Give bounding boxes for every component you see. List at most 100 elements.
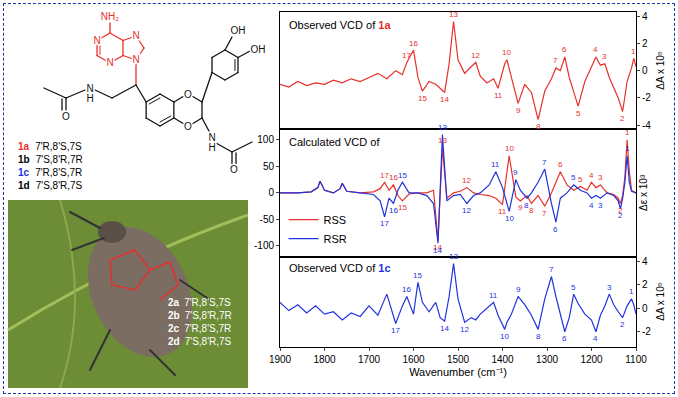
- svg-text:6: 6: [562, 45, 567, 54]
- svg-text:1900: 1900: [269, 354, 292, 365]
- svg-text:N: N: [208, 132, 215, 143]
- svg-text:100: 100: [257, 134, 274, 145]
- svg-text:2b7'S,8'R,7R: 2b7'S,8'R,7R: [168, 310, 232, 321]
- svg-text:17: 17: [380, 171, 389, 180]
- svg-text:Observed VCD of 1a: Observed VCD of 1a: [289, 19, 391, 31]
- svg-text:4: 4: [593, 334, 598, 343]
- svg-text:O: O: [230, 164, 238, 175]
- svg-text:9: 9: [518, 203, 523, 212]
- svg-text:O: O: [184, 121, 192, 132]
- svg-text:17: 17: [402, 51, 411, 60]
- svg-text:0: 0: [642, 65, 648, 76]
- svg-text:10: 10: [502, 48, 511, 57]
- svg-text:2: 2: [642, 38, 648, 49]
- svg-text:14: 14: [440, 95, 449, 104]
- svg-text:4: 4: [589, 201, 594, 210]
- svg-text:1200: 1200: [580, 354, 603, 365]
- svg-text:5: 5: [578, 175, 583, 184]
- svg-text:9: 9: [516, 285, 521, 294]
- svg-text:13: 13: [438, 136, 447, 145]
- svg-text:3: 3: [598, 173, 603, 182]
- svg-text:1d7'S,8'R,7S: 1d7'S,8'R,7S: [18, 180, 83, 191]
- svg-text:OH: OH: [251, 44, 266, 55]
- svg-text:1: 1: [631, 47, 636, 56]
- svg-text:H: H: [86, 93, 93, 104]
- svg-text:1300: 1300: [536, 354, 559, 365]
- svg-text:ΔA x 10⁵: ΔA x 10⁵: [655, 282, 666, 321]
- svg-text:16: 16: [389, 173, 398, 182]
- svg-text:4: 4: [642, 256, 648, 267]
- svg-text:5: 5: [571, 173, 576, 182]
- svg-text:-4: -4: [642, 120, 651, 131]
- svg-text:5: 5: [576, 109, 581, 118]
- svg-text:10: 10: [505, 144, 514, 153]
- svg-text:12: 12: [462, 206, 471, 215]
- svg-text:7: 7: [542, 158, 547, 167]
- svg-text:1c7'R,8'S,7R: 1c7'R,8'S,7R: [18, 167, 82, 178]
- svg-text:15: 15: [418, 94, 427, 103]
- svg-text:-50: -50: [260, 214, 275, 225]
- svg-text:5: 5: [571, 283, 576, 292]
- svg-text:13: 13: [449, 10, 458, 19]
- svg-text:17: 17: [380, 219, 389, 228]
- svg-text:1: 1: [625, 144, 630, 153]
- svg-text:8: 8: [536, 122, 541, 131]
- svg-text:Wavenumber (cm⁻¹): Wavenumber (cm⁻¹): [409, 366, 507, 378]
- svg-text:50: 50: [263, 161, 275, 172]
- svg-text:8: 8: [536, 332, 541, 341]
- svg-text:1600: 1600: [402, 354, 425, 365]
- svg-text:NH₂: NH₂: [101, 11, 119, 22]
- svg-text:13: 13: [449, 252, 458, 261]
- svg-text:2: 2: [620, 114, 625, 123]
- svg-text:2a7'R,8'S,7S: 2a7'R,8'S,7S: [168, 297, 231, 308]
- svg-text:17: 17: [391, 326, 400, 335]
- svg-text:2d7'S,8'R,7S: 2d7'S,8'R,7S: [168, 336, 232, 347]
- svg-text:-100: -100: [254, 240, 274, 251]
- svg-text:12: 12: [462, 176, 471, 185]
- svg-text:8: 8: [524, 201, 529, 210]
- svg-text:10: 10: [505, 214, 514, 223]
- svg-text:4: 4: [589, 171, 594, 180]
- svg-text:8: 8: [529, 206, 534, 215]
- svg-text:2: 2: [620, 320, 625, 329]
- svg-text:1400: 1400: [491, 354, 514, 365]
- svg-text:10: 10: [500, 332, 509, 341]
- svg-text:1: 1: [625, 128, 630, 137]
- svg-text:N: N: [132, 30, 139, 41]
- svg-text:H: H: [208, 142, 215, 153]
- svg-text:N: N: [132, 54, 139, 65]
- svg-text:15: 15: [398, 171, 407, 180]
- svg-text:6: 6: [558, 160, 563, 169]
- svg-text:0: 0: [642, 303, 648, 314]
- svg-text:Δε x 10³: Δε x 10³: [638, 174, 649, 211]
- svg-text:Calculated VCD of: Calculated VCD of: [289, 136, 380, 148]
- svg-text:RSR: RSR: [324, 233, 347, 245]
- svg-text:ΔA x 10⁵: ΔA x 10⁵: [655, 51, 666, 90]
- svg-text:3: 3: [598, 201, 603, 210]
- svg-text:7: 7: [542, 209, 547, 218]
- svg-text:3: 3: [602, 52, 607, 61]
- svg-text:1a7'R,8'S,7S: 1a7'R,8'S,7S: [18, 141, 82, 152]
- svg-text:11: 11: [494, 91, 503, 100]
- svg-text:3: 3: [607, 283, 612, 292]
- svg-text:12: 12: [471, 51, 480, 60]
- svg-text:O: O: [62, 111, 70, 122]
- svg-text:11: 11: [498, 207, 507, 216]
- svg-text:14: 14: [440, 324, 449, 333]
- svg-text:1500: 1500: [447, 354, 470, 365]
- svg-text:-2: -2: [642, 326, 651, 337]
- svg-text:14: 14: [433, 246, 442, 255]
- svg-text:15: 15: [398, 203, 407, 212]
- svg-text:2c7'R,8'S,7R: 2c7'R,8'S,7R: [168, 323, 231, 334]
- svg-text:9: 9: [513, 168, 518, 177]
- svg-text:1800: 1800: [313, 354, 336, 365]
- svg-text:6: 6: [553, 225, 558, 234]
- svg-text:7: 7: [549, 265, 554, 274]
- svg-text:16: 16: [409, 39, 418, 48]
- svg-text:2: 2: [618, 206, 623, 215]
- svg-text:11: 11: [491, 160, 500, 169]
- svg-text:1b7'S,8'R,7R: 1b7'S,8'R,7R: [18, 154, 83, 165]
- svg-text:Observed VCD of 1c: Observed VCD of 1c: [289, 262, 391, 274]
- svg-text:12: 12: [460, 325, 469, 334]
- svg-text:1700: 1700: [358, 354, 381, 365]
